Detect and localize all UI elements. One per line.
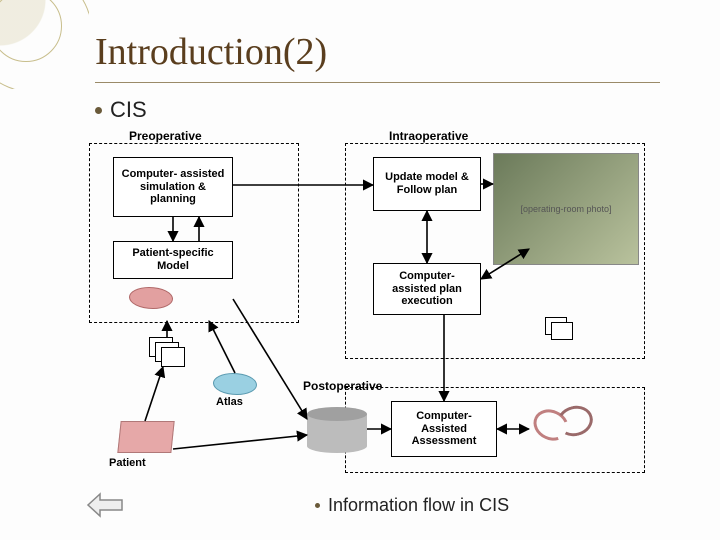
arrow-atlas-psm: [209, 321, 235, 373]
back-arrow-icon[interactable]: [86, 488, 126, 522]
arrow-cape-or: [481, 249, 529, 279]
arrow-pt-cyl: [173, 435, 307, 449]
arrow-pt-scan: [145, 367, 163, 421]
bullet-dot-icon: [315, 503, 320, 508]
bullet-level2: Information flow in CIS: [315, 495, 660, 516]
page-title: Introduction(2): [95, 30, 660, 74]
bullet-level1: CIS: [95, 97, 660, 123]
cis-flow-diagram: Preoperative Intraoperative Postoperativ…: [89, 129, 649, 489]
arrow-psm-cyl: [233, 299, 307, 419]
slide: Introduction(2) CIS Preoperative Intraop…: [0, 0, 720, 540]
title-rule: [95, 82, 660, 83]
diagram-arrows: [89, 129, 649, 489]
bullet-text: CIS: [110, 97, 147, 123]
bullet-dot-icon: [95, 107, 102, 114]
bullet-text: Information flow in CIS: [328, 495, 509, 516]
